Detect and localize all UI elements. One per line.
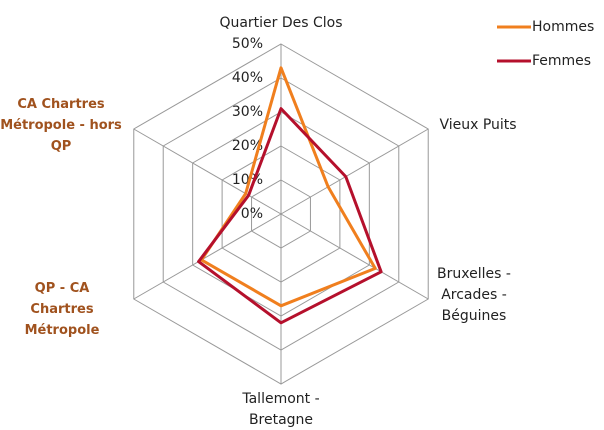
axis-label: Bruxelles - Arcades - Béguines	[437, 266, 511, 324]
axis-label: Tallemont - Bretagne	[242, 391, 320, 428]
series-line	[199, 66, 377, 308]
axis-label: Quartier Des Clos	[219, 15, 343, 31]
spoke	[280, 128, 429, 215]
legend-label: Femmes	[532, 53, 591, 69]
legend-label: Hommes	[532, 19, 594, 35]
axis-label: CA Chartres Métropole - hors QP	[0, 97, 122, 154]
r-tick-label: 50%	[232, 36, 263, 52]
r-tick-label: 40%	[232, 70, 263, 86]
series-line	[197, 107, 383, 325]
spoke	[133, 213, 282, 300]
r-tick-label: 30%	[232, 104, 263, 120]
spoke	[133, 128, 282, 215]
r-tick-label: 20%	[232, 138, 263, 154]
axis-label: Vieux Puits	[439, 117, 517, 133]
axis-label: QP - CA Chartres Métropole	[24, 281, 100, 338]
spoke	[280, 213, 429, 300]
r-tick-label: 0%	[241, 206, 263, 222]
